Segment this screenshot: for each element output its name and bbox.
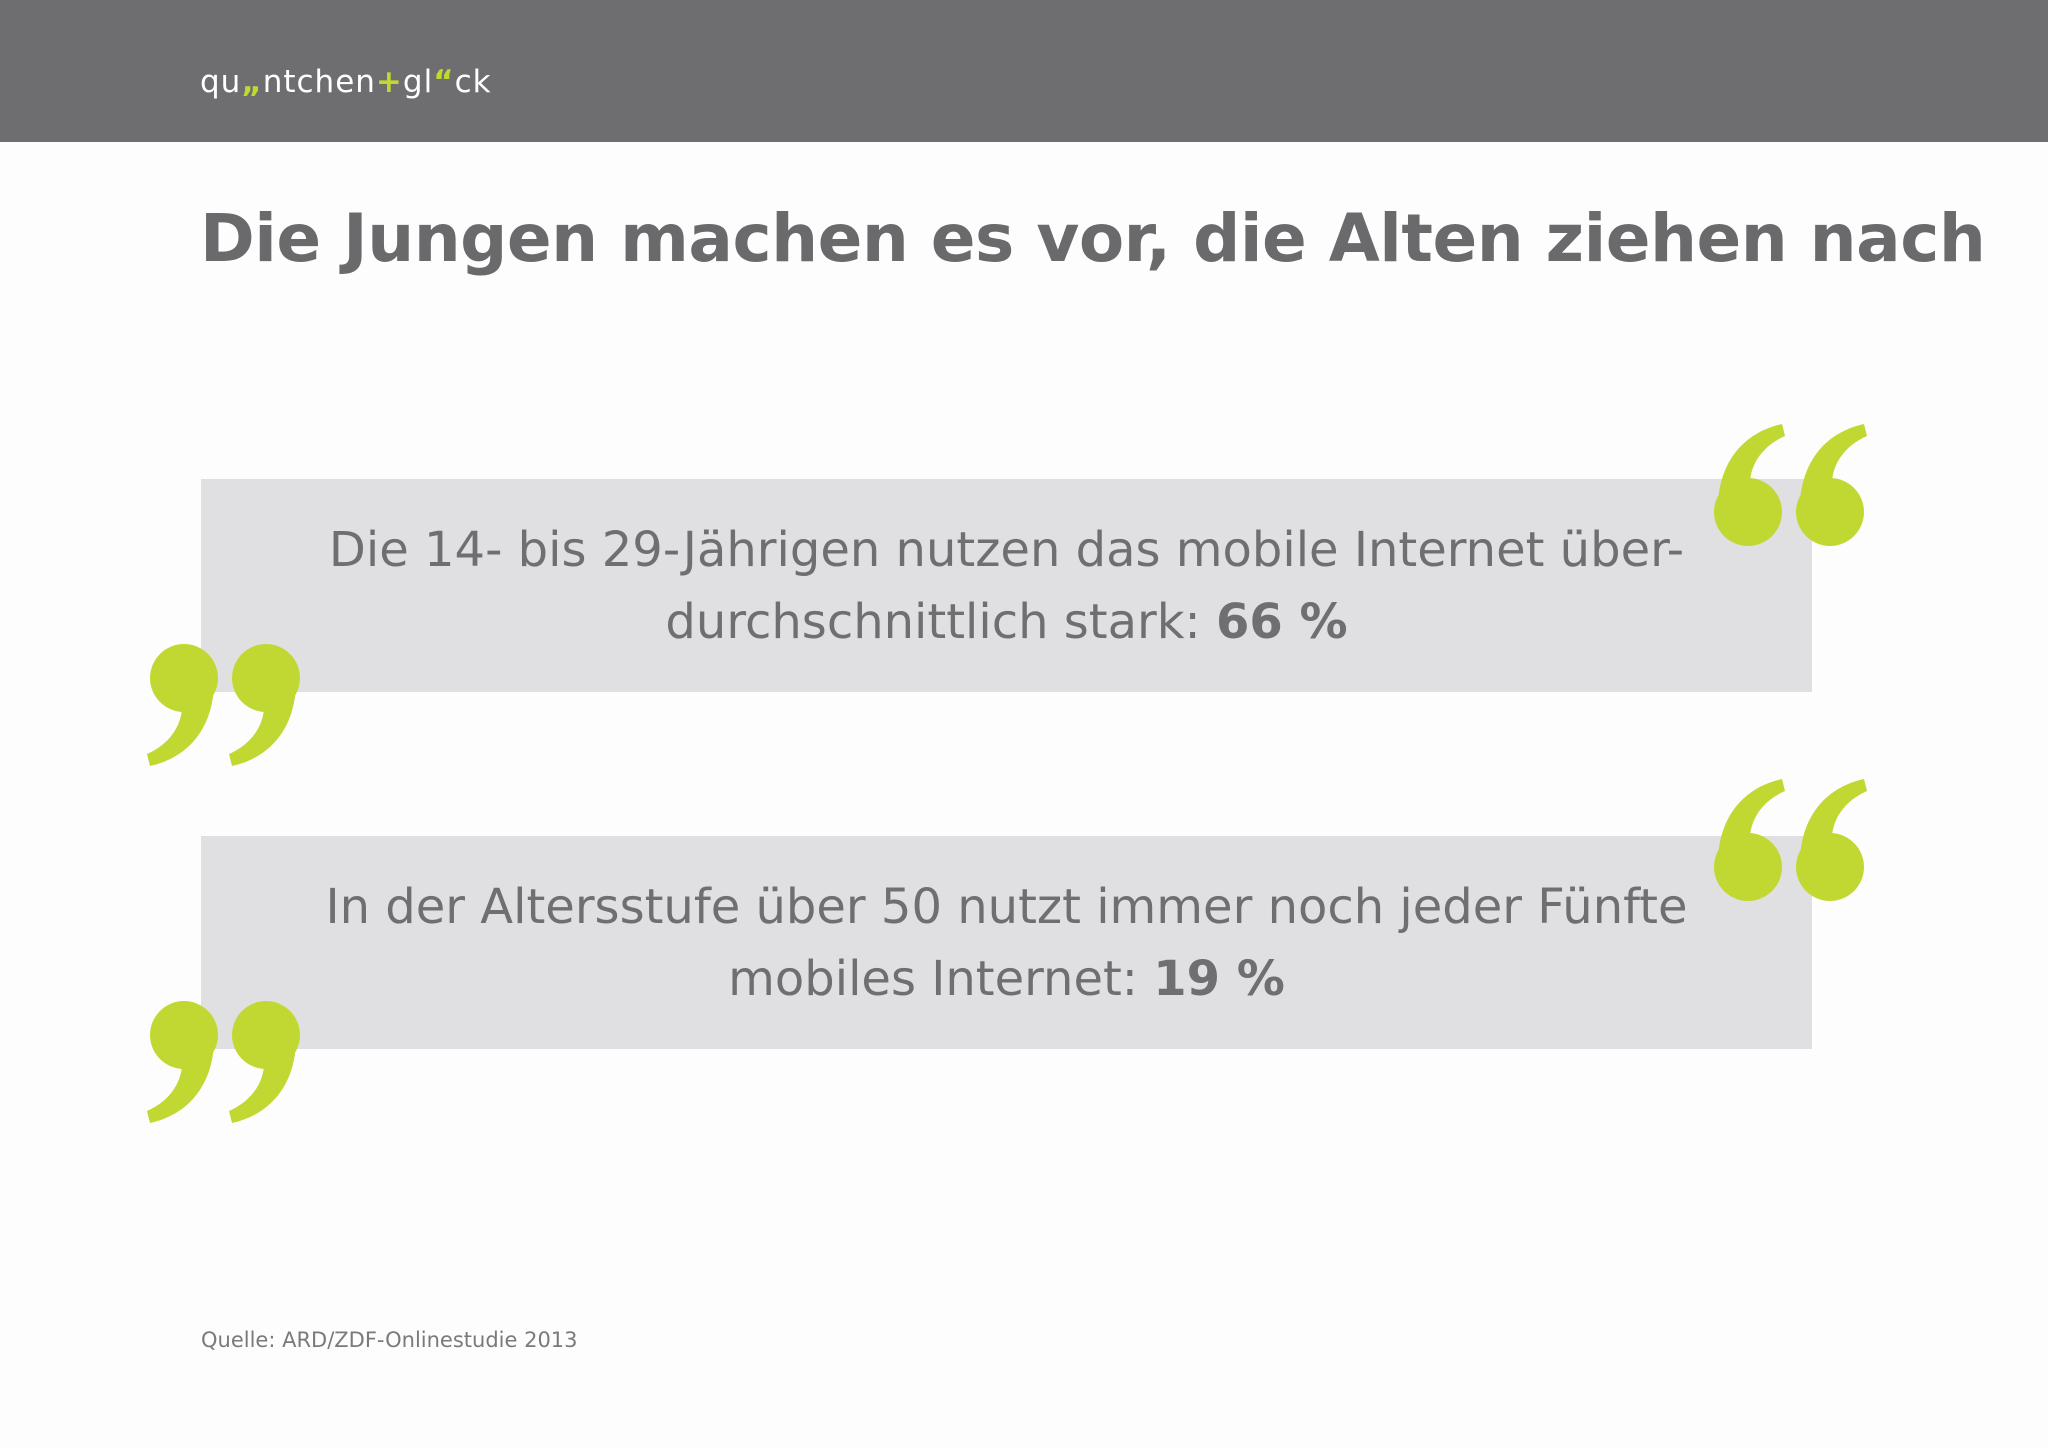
- closing-quote-mark-icon: [144, 640, 304, 770]
- quote-value: 66 %: [1215, 593, 1348, 650]
- logo-quote-high: “: [433, 64, 455, 100]
- page-title: Die Jungen machen es vor, die Alten zieh…: [200, 200, 1986, 277]
- closing-quote-mark-icon: [144, 997, 304, 1127]
- logo-text-part2: ntchen: [262, 64, 376, 100]
- quote-box-young: Die 14- bis 29-Jährigen nutzen das mobil…: [201, 479, 1812, 692]
- logo-text-part1: qu: [200, 64, 242, 100]
- quote-line-1: Die 14- bis 29-Jährigen nutzen das mobil…: [328, 521, 1685, 578]
- logo-plus: +: [375, 64, 403, 100]
- opening-quote-mark-icon: [1710, 775, 1870, 905]
- logo-text-part4: ck: [454, 64, 492, 100]
- logo-quote-low: „: [241, 64, 263, 100]
- quote-text-older: In der Altersstufe über 50 nutzt immer n…: [325, 871, 1687, 1015]
- quote-text-young: Die 14- bis 29-Jährigen nutzen das mobil…: [329, 514, 1684, 658]
- quote-box-older: In der Altersstufe über 50 nutzt immer n…: [201, 836, 1812, 1049]
- quote-line-2: durchschnittlich stark: 66 %: [329, 586, 1684, 658]
- quote-line-2: mobiles Internet: 19 %: [325, 943, 1687, 1015]
- brand-logo[interactable]: qu„ntchen+gl“ck: [200, 64, 492, 100]
- quote-line-2-text: durchschnittlich stark:: [665, 593, 1216, 650]
- quote-line-2-text: mobiles Internet:: [728, 950, 1154, 1007]
- opening-quote-mark-icon: [1710, 420, 1870, 550]
- header-bar: qu„ntchen+gl“ck: [0, 0, 2048, 142]
- source-note: Quelle: ARD/ZDF-Onlinestudie 2013: [201, 1328, 578, 1352]
- quote-line-1: In der Altersstufe über 50 nutzt immer n…: [325, 878, 1688, 935]
- logo-text-part3: gl: [402, 64, 434, 100]
- quote-value: 19 %: [1153, 950, 1285, 1007]
